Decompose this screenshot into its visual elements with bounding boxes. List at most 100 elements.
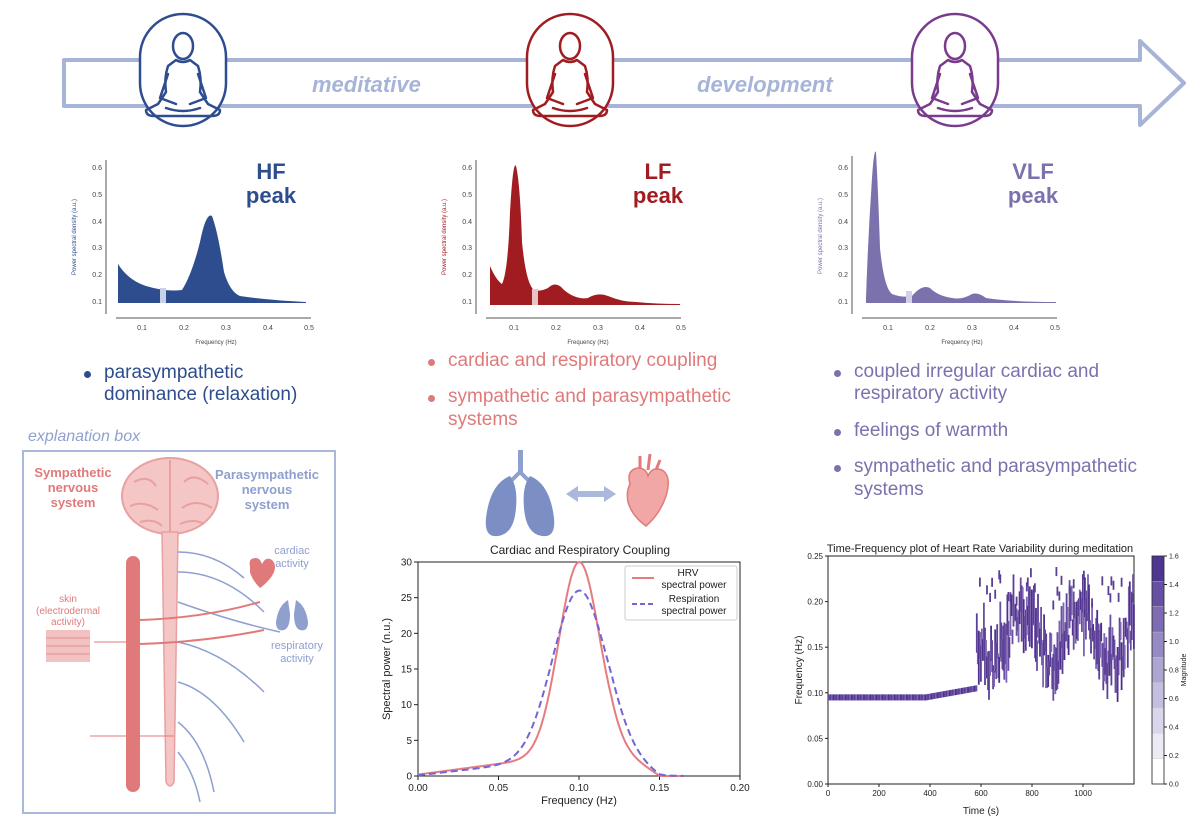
tf-cell: [1011, 629, 1014, 645]
tf-cell: [832, 694, 835, 701]
coupling-ylabel: Spectral power (n.u.): [381, 618, 393, 720]
sympathetic-label-line: system: [50, 494, 96, 510]
tf-cell: [1007, 620, 1010, 671]
tf-cell: [968, 686, 972, 693]
tf-cell: [991, 640, 993, 673]
tf-cell: [1040, 607, 1042, 645]
vlf-ytick: 0.6: [838, 165, 848, 172]
vlf-band-marker: [906, 291, 912, 303]
tf-cell: [1007, 592, 1010, 602]
tf-colorbar-tick: 0.0: [1169, 782, 1179, 789]
tf-cell: [909, 694, 912, 701]
lf-spectrum-area: [490, 165, 680, 305]
time-frequency-chart: Time-Frequency plot of Heart Rate Variab…: [794, 543, 1188, 817]
tf-cell: [1060, 575, 1063, 585]
tf-cell: [1023, 616, 1026, 639]
tf-cell: [863, 694, 866, 701]
tf-cell: [903, 694, 906, 701]
hf-xtick: 0.1: [137, 325, 147, 332]
arrow-label-development: development: [697, 72, 833, 97]
tf-cell: [828, 694, 831, 701]
tf-cell: [1052, 600, 1055, 610]
vlf-xtick: 0.2: [925, 325, 935, 332]
tf-colorbar-step: [1151, 631, 1165, 658]
tf-cell: [929, 693, 932, 700]
tf-cell: [996, 624, 999, 659]
tf-cell: [984, 627, 986, 685]
tf-cell: [1069, 587, 1072, 621]
coupling-xtick: 0.00: [408, 783, 428, 794]
cardiac-label-line: cardiac: [274, 545, 310, 557]
nervous-system-illustration: [46, 457, 308, 803]
tf-cell: [844, 694, 848, 701]
tf-cell: [1048, 660, 1051, 676]
vlf-xtick: 0.4: [1009, 325, 1019, 332]
tf-cell: [1086, 590, 1088, 622]
respiration-spectral-line: [417, 589, 684, 777]
tf-cell: [1107, 586, 1110, 596]
tf-cell: [1088, 584, 1090, 631]
tf-cell: [1116, 647, 1119, 702]
tf-ytick: 0.00: [807, 780, 823, 789]
tf-xtick: 1000: [1074, 789, 1092, 798]
tf-cell: [1119, 622, 1122, 640]
tf-cell: [1052, 653, 1055, 701]
tf-cell: [1085, 597, 1087, 640]
tf-cell: [887, 694, 891, 701]
tf-cell: [1003, 622, 1006, 680]
tf-cell: [1067, 634, 1070, 655]
tf-cell: [986, 585, 988, 595]
tf-cell: [1037, 593, 1039, 638]
skin-label: skin (electrodermal activity): [30, 594, 106, 629]
tf-cell: [852, 694, 855, 701]
tf-cell: [921, 694, 924, 701]
lf-ytick: 0.5: [462, 192, 472, 199]
sympathetic-label-line: Sympathetic: [34, 465, 112, 480]
tf-cell: [1054, 647, 1057, 695]
tf-cell: [1109, 593, 1112, 603]
tf-cell: [1005, 623, 1008, 683]
tf-cell: [1006, 594, 1009, 635]
tf-cell: [961, 687, 964, 694]
legend-resp-label: Respiration: [669, 594, 720, 605]
tf-cell: [1001, 639, 1004, 669]
tf-cell: [1038, 622, 1040, 644]
sympathetic-chain: [126, 556, 140, 792]
lf-band-marker: [532, 289, 538, 305]
tf-cell: [1015, 596, 1018, 606]
tf-cell: [1101, 642, 1104, 667]
tf-cell: [864, 694, 868, 701]
tf-cell: [1016, 617, 1019, 631]
tf-cell: [1112, 635, 1115, 657]
tf-cell: [1121, 656, 1124, 671]
tf-cell: [988, 650, 990, 700]
tf-cell: [1010, 594, 1013, 616]
sympathetic-connections: [90, 601, 265, 737]
respiratory-activity-label: respiratory activity: [262, 640, 332, 665]
tf-cell: [924, 694, 927, 701]
brain-icon: [121, 457, 219, 535]
lungs-icon: [485, 450, 555, 537]
cardiac-activity-label: cardiac activity: [262, 545, 322, 570]
legend-hrv-label: spectral power: [661, 580, 727, 591]
tf-cell: [1084, 577, 1086, 618]
tf-cell: [913, 694, 917, 701]
tf-cell: [886, 694, 889, 701]
tf-colorbar-step: [1151, 657, 1165, 683]
tf-cell: [995, 642, 998, 680]
tf-cell: [898, 694, 901, 701]
tf-cell: [998, 656, 1001, 683]
vlf-xtick: 0.5: [1050, 325, 1060, 332]
tf-cell: [880, 694, 883, 701]
tf-cell: [847, 694, 851, 701]
hf-xtick: 0.4: [263, 325, 273, 332]
tf-cell: [970, 686, 973, 693]
hf-ytick: 0.2: [92, 272, 102, 279]
tf-cell: [1129, 630, 1132, 651]
tf-cell: [994, 629, 997, 673]
tf-cell: [1128, 581, 1131, 626]
tf-cell: [846, 694, 849, 701]
hf-spectrum-plot: 0.6 0.5 0.4 0.3 0.2 0.1 0.1 0.2 0.3 0.4 …: [72, 160, 314, 346]
tf-cell: [971, 686, 975, 692]
tf-cell: [1082, 574, 1084, 613]
